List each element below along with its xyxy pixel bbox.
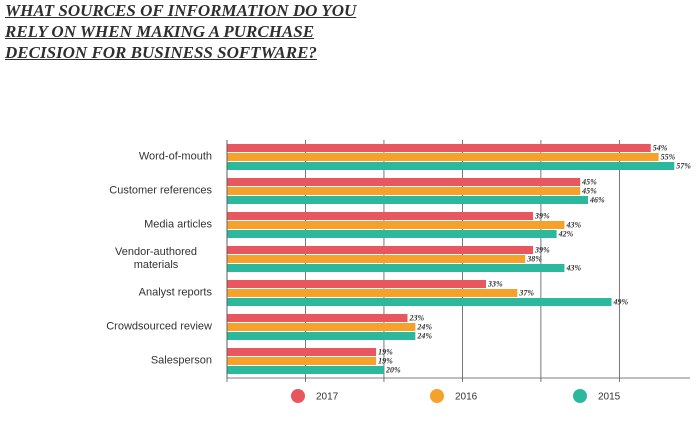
bar — [227, 298, 612, 306]
bar — [227, 323, 416, 331]
value-label: 45% — [581, 186, 597, 195]
bar — [227, 348, 377, 356]
value-label: 19% — [378, 356, 393, 365]
value-label: 42% — [558, 229, 574, 238]
bar — [227, 212, 534, 220]
value-label: 19% — [378, 347, 393, 356]
chart-title: WHAT SOURCES OF INFORMATION DO YOU RELY … — [5, 1, 357, 62]
bar — [227, 144, 651, 152]
category-label: Word-of-mouth — [138, 150, 212, 163]
value-label: 33% — [487, 279, 503, 288]
value-label: 24% — [416, 322, 432, 331]
category-label: Vendor-authored materials — [115, 246, 197, 271]
value-label: 49% — [613, 297, 629, 306]
bar — [227, 246, 534, 254]
bar — [227, 196, 588, 204]
bar — [227, 187, 581, 195]
value-label: 54% — [653, 143, 668, 152]
legend-label: 2015 — [598, 392, 621, 403]
bar — [227, 221, 565, 229]
bar — [227, 230, 557, 238]
bar — [227, 332, 416, 340]
value-label: 57% — [676, 161, 691, 170]
category-label: Crowdsourced review — [106, 320, 212, 333]
value-label: 39% — [534, 245, 550, 254]
value-label: 37% — [518, 288, 534, 297]
bar — [227, 280, 486, 288]
legend-label: 2016 — [455, 392, 478, 403]
value-label: 46% — [589, 195, 605, 204]
value-label: 43% — [565, 263, 581, 272]
bar — [227, 162, 675, 170]
bar — [227, 366, 384, 374]
category-label: Analyst reports — [138, 286, 212, 299]
value-label: 43% — [565, 220, 581, 229]
value-label: 24% — [416, 331, 432, 340]
bar — [227, 178, 581, 186]
bar — [227, 357, 377, 365]
legend-marker — [291, 389, 305, 403]
value-label: 45% — [581, 177, 597, 186]
category-label: Salesperson — [150, 354, 212, 367]
legend-marker — [573, 389, 587, 403]
value-label: 38% — [526, 254, 542, 263]
legend-label: 2017 — [316, 392, 339, 403]
legend-marker — [430, 389, 444, 403]
category-label: Media articles — [144, 218, 212, 231]
value-label: 23% — [408, 313, 424, 322]
value-label: 39% — [534, 211, 550, 220]
bar — [227, 255, 526, 263]
value-label: 20% — [385, 365, 401, 374]
value-label: 55% — [661, 152, 676, 161]
bar — [227, 264, 565, 272]
bar — [227, 314, 408, 322]
bar — [227, 289, 518, 297]
category-label: Customer references — [109, 184, 212, 197]
bar — [227, 153, 659, 161]
